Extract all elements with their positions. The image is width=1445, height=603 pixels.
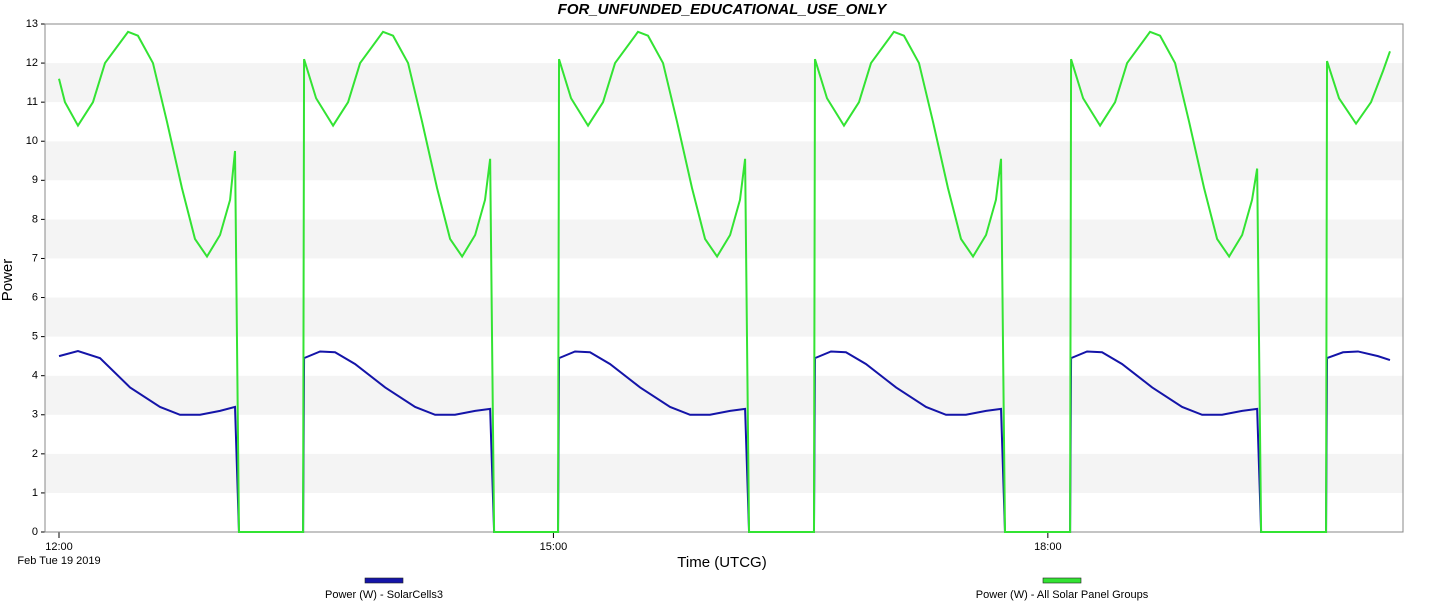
x-tick-label: 18:00 (1034, 541, 1062, 553)
grid-band (45, 375, 1403, 415)
grid-band (45, 336, 1403, 376)
y-tick-label: 0 (32, 526, 38, 538)
grid-band (45, 219, 1403, 259)
y-tick-label: 13 (26, 18, 38, 30)
grid-band (45, 297, 1403, 337)
y-tick-label: 7 (32, 252, 38, 264)
plot-frame (44, 23, 1404, 533)
chart-title: FOR_UNFUNDED_EDUCATIONAL_USE_ONLY (558, 1, 889, 18)
y-tick-label: 4 (32, 370, 38, 382)
grid-band (45, 63, 1403, 103)
y-axis-label: Power (0, 259, 16, 302)
x-date-label: Feb Tue 19 2019 (17, 555, 100, 567)
legend-swatch (364, 577, 404, 584)
y-tick-label: 6 (32, 291, 38, 303)
series-line (58, 30, 1391, 533)
grid-band (45, 24, 1403, 64)
y-tick-label: 12 (26, 57, 38, 69)
y-tick-label: 3 (32, 409, 38, 421)
y-tick-label: 1 (32, 487, 38, 499)
y-tick-label: 11 (27, 96, 38, 108)
legend-label: Power (W) - SolarCells3 (325, 589, 443, 601)
y-tick-label: 2 (32, 448, 38, 460)
x-tick-label: 12:00 (45, 541, 73, 553)
grid-band (45, 180, 1403, 220)
x-tick-label: 15:00 (540, 541, 568, 553)
grid-band (45, 141, 1403, 181)
grid-band (45, 453, 1403, 493)
x-axis-label: Time (UTCG) (677, 554, 766, 571)
legend-label: Power (W) - All Solar Panel Groups (976, 589, 1149, 601)
y-tick-label: 9 (32, 174, 38, 186)
legend-swatch (1042, 577, 1082, 584)
grid-band (45, 492, 1403, 532)
y-tick-label: 8 (32, 213, 38, 225)
y-tick-label: 5 (32, 331, 38, 343)
grid-band (45, 258, 1403, 298)
grid-band (45, 414, 1403, 454)
y-tick-label: 10 (26, 135, 38, 147)
grid-band (45, 102, 1403, 142)
